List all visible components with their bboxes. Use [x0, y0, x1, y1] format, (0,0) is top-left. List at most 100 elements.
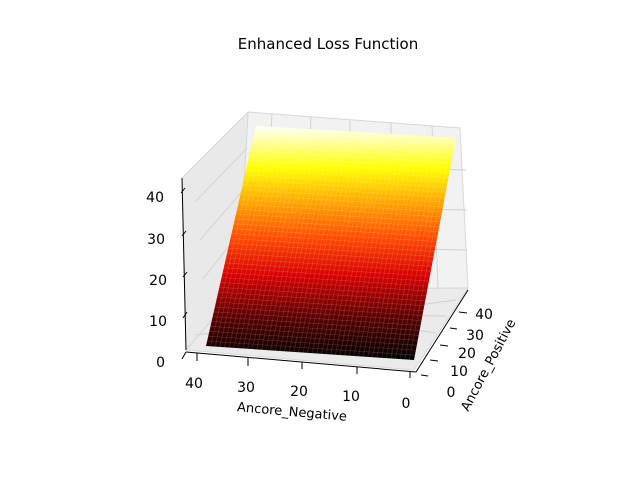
surface-mesh-line [372, 135, 417, 358]
surface-mesh-line [225, 257, 431, 272]
surface-mesh-line [215, 301, 423, 316]
surface-mesh-line [209, 331, 417, 346]
surface-mesh-line [256, 128, 306, 350]
surface-mesh-line [238, 127, 288, 349]
surface-mesh-line [279, 130, 328, 352]
surface-mesh-line [219, 287, 426, 302]
x-tick-labels: 40 30 20 10 0 [185, 376, 410, 412]
surface-mesh-line [330, 133, 377, 355]
surface-mesh-line [237, 208, 441, 223]
surface-mesh-line [321, 132, 368, 354]
z-tick-label: 40 [146, 190, 164, 206]
y-tick-label: 10 [450, 364, 468, 380]
surface-mesh-line [247, 164, 449, 178]
surface-mesh-line [253, 135, 455, 149]
surface-mesh-line [232, 228, 437, 242]
surface-mesh-line [399, 137, 443, 360]
surface-mesh-line [207, 340, 415, 356]
x-axis-spine [185, 351, 417, 373]
surface-mesh-line [252, 140, 454, 154]
surface-mesh-line [243, 179, 446, 193]
surface-mesh-line [251, 128, 301, 350]
surface-mesh-line [210, 326, 418, 341]
surface-mesh-line [231, 233, 436, 247]
surface-mesh-line [235, 213, 440, 228]
surface-mesh-line [214, 306, 422, 321]
surface-mesh-line [249, 155, 451, 168]
surface-mesh-line [348, 134, 395, 356]
surface-mesh-line [229, 243, 434, 257]
surface-mesh-line [242, 128, 292, 349]
z-tick-label: 0 [156, 355, 165, 371]
x-tick-label: 20 [290, 384, 308, 400]
surface-mesh-line [228, 127, 279, 348]
surface-mesh-line [228, 247, 433, 262]
surface-mesh [207, 126, 456, 360]
surface-mesh-line [221, 277, 428, 292]
surface-mesh-line [222, 272, 429, 287]
surface-mesh-line [211, 321, 419, 336]
surface-mesh-line [238, 203, 442, 218]
surface-mesh-line [298, 131, 346, 353]
z-tick-label: 10 [149, 314, 167, 330]
surface-mesh-line [254, 130, 456, 144]
y-tick-label: 20 [458, 346, 476, 362]
surface-mesh-line [251, 145, 453, 159]
y-tick-label: 30 [466, 328, 484, 344]
surface-mesh-line [241, 189, 444, 203]
surface-mesh-line [208, 335, 416, 351]
chart-title: Enhanced Loss Function [238, 35, 418, 53]
surface-mesh-line [230, 238, 435, 252]
surface-mesh-line [213, 311, 421, 326]
surface-mesh-line [362, 135, 408, 357]
surface-mesh-line [218, 291, 425, 307]
axis-spines [181, 177, 469, 373]
tick-marks [180, 187, 468, 378]
z-axis-spine [181, 177, 187, 351]
surface-fill [206, 126, 456, 360]
surface-mesh-line [367, 135, 412, 357]
surface-mesh-line [284, 130, 332, 352]
surface-mesh-line [339, 133, 386, 356]
surface-mesh-line [223, 267, 429, 282]
surface-mesh-line [224, 127, 275, 348]
surface-mesh-line [325, 132, 372, 355]
surface-mesh-line [307, 131, 355, 353]
surface-mesh-line [217, 296, 424, 311]
surface-mesh-line [353, 134, 399, 357]
surface-mesh-line [275, 129, 323, 351]
surface-mesh-line [288, 130, 337, 352]
surface-mesh-line [390, 136, 435, 359]
surface-mesh-line [224, 262, 430, 277]
surface-mesh-line [381, 136, 426, 358]
surface-mesh-line [212, 316, 420, 331]
surface-mesh-line [358, 134, 403, 357]
z-tick-label: 20 [149, 273, 167, 289]
y-axis-spine [415, 289, 469, 373]
surface-mesh-line [233, 223, 438, 237]
z-tick-labels: 0 10 20 30 40 [146, 190, 167, 371]
loss-surface [206, 126, 456, 360]
x-tick-label: 40 [185, 376, 203, 392]
surface-mesh-line [344, 133, 390, 356]
surface-mesh-line [409, 137, 452, 360]
surface-mesh-line [239, 199, 443, 213]
surface-mesh-line [395, 136, 439, 359]
surface-mesh-line [385, 136, 430, 359]
surface-mesh-line [244, 174, 447, 188]
surface-mesh-line [335, 133, 381, 355]
y-tick-labels: 0 10 20 30 40 [447, 307, 493, 401]
surface-mesh-line [265, 129, 315, 351]
surface-mesh-line [242, 184, 445, 198]
surface-mesh-line [293, 131, 341, 352]
surface-mesh-line [316, 132, 363, 354]
surface-mesh-line [214, 126, 266, 347]
surface-mesh-line [302, 131, 350, 353]
surface-mesh-line [219, 126, 270, 347]
x-tick-label: 30 [237, 380, 255, 396]
surface-mesh-line [245, 169, 448, 183]
surface-mesh-line [404, 137, 448, 360]
surface-mesh-line [240, 194, 443, 208]
y-tick-label: 40 [475, 307, 493, 323]
